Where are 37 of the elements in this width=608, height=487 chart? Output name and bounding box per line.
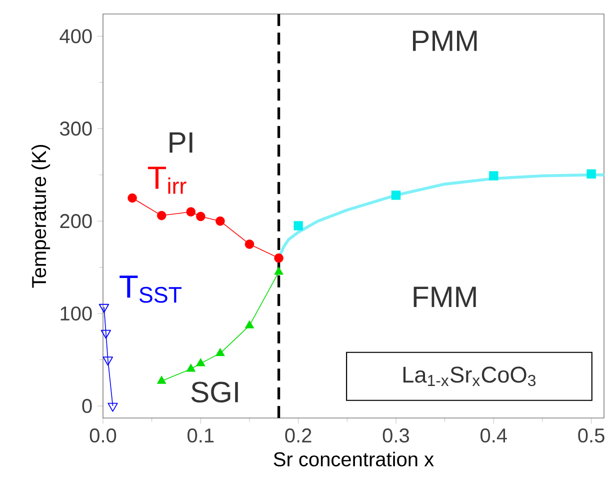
point [196,358,206,366]
annotation: FMM [414,286,476,307]
point [196,212,206,222]
point [586,169,596,179]
y-tick-label: 400 [60,29,92,44]
y-axis-title: Temperature (K) [31,145,50,288]
y-tick-label: 200 [60,214,92,228]
series-label: T$_{SST}$ [120,276,182,303]
x-tick-label: 0.2 [285,428,312,443]
point [391,190,401,200]
x-tick-label: 0.3 [382,428,410,443]
x-tick-label: 0.4 [480,428,507,443]
annotation: PI [170,132,192,153]
annotation: SGI [191,382,238,403]
series-label: T$_{irr}$ [148,166,186,194]
x-axis-title: Sr concentration x [274,452,434,466]
annotation: La$_{1-x}$Sr$_{x}$CoO$_{3}$ [403,366,536,386]
x-tick-label: 0.0 [90,428,116,443]
point [489,171,498,180]
y-tick-label: 0 [82,398,92,414]
point [186,207,196,216]
point [186,364,196,372]
y-tick-label: 100 [60,306,92,321]
point [216,216,225,226]
x-tick-label: 0.1 [188,428,214,443]
point [128,193,137,203]
point [274,266,284,275]
point [294,221,303,230]
point [215,348,225,356]
point [156,210,166,220]
y-tick-label: 300 [60,122,92,136]
point [244,240,254,249]
point [274,253,284,263]
annotation: PMM [413,30,477,51]
point [156,376,166,384]
point [244,320,254,328]
x-tick-label: 0.5 [578,428,604,443]
